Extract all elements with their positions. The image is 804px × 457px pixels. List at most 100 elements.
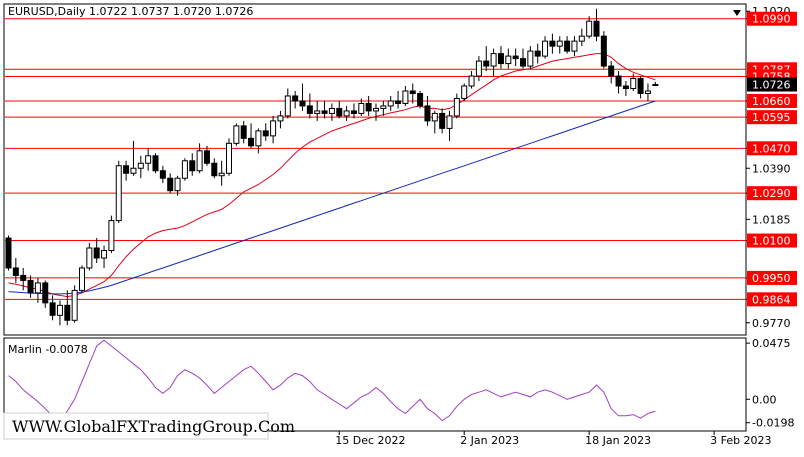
candle-body [5,237,12,269]
candle-body [328,107,335,114]
candle-body [644,90,651,94]
indicator-label: Marlin -0.0078 [8,343,88,356]
candle-body [226,142,232,174]
candle-body [277,115,284,122]
candle-body [145,155,152,164]
candle-body [505,55,512,65]
candle-body [373,107,379,112]
indicator-tick-label: 0.00 [752,393,777,406]
candle-body [475,60,482,77]
candle-body [123,165,130,174]
candle-body [49,302,56,316]
candle-body [520,58,526,67]
indicator-pane-frame [3,337,747,432]
candle-body [512,55,519,60]
horizontal-levels [5,18,746,300]
candle-body [578,35,585,42]
price-tick-label: 1.0390 [752,162,791,175]
time-tick-label: 2 Jan 2023 [460,434,519,447]
candle-body [534,50,541,57]
candle-body [314,110,321,114]
candle-body [292,95,299,102]
marlin-line [8,339,656,422]
level-price-tag-label: 1.0290 [752,187,791,200]
level-price-tag [747,11,797,26]
level-price-tag-label: 0.9864 [752,293,791,306]
candle-body [564,40,571,52]
candle-body [93,247,100,259]
candle-body [652,84,659,87]
candle-body [417,92,424,107]
candle-body [284,95,291,117]
candle-body [358,102,365,114]
marlin-indicator: 0.0475 0.00 -0.0198 [8,337,794,430]
level-price-tag [747,93,797,108]
candle-body [409,90,416,94]
candle-body [461,85,468,99]
candle-body [218,172,225,177]
price-tick-label: 1.0185 [752,213,791,226]
candle-body [453,97,460,117]
candle-body [181,160,188,179]
candle-body [152,155,159,172]
candle-body [34,282,41,294]
candle-body [20,274,27,281]
candle-body [299,100,306,107]
candle-body [439,112,446,129]
candle-body [446,115,453,129]
candle-body [108,220,115,252]
level-price-tag-label: 1.0470 [752,142,791,155]
candle-body [387,100,394,107]
candle-body [306,105,313,114]
candle-body [497,53,504,65]
candle-body [12,267,19,276]
symbol-header: EURUSD,Daily 1.0722 1.0737 1.0720 1.0726 [8,5,253,18]
candle-body [27,279,34,294]
indicator-tick-label: 0.0475 [752,337,791,350]
candle-body [483,60,490,67]
candlesticks [5,8,659,326]
candle-body [571,40,578,52]
candle-body [468,75,475,87]
candle-body [115,165,122,222]
candle-body [321,110,328,114]
ema-slow-line [8,100,656,295]
candle-body [159,170,166,179]
level-price-tag-label: 1.0990 [752,13,791,26]
candle-body [211,162,218,177]
candle-body [167,177,174,192]
candle-body [586,20,593,37]
candle-body [350,110,357,114]
main-pane-frame [3,3,747,336]
candle-body [130,167,137,174]
ema-fast-line [8,53,656,298]
candle-body [549,40,556,47]
candle-body [431,112,438,122]
watermark-text: WWW.GlobalFXTradingGroup.Com [12,417,295,436]
candle-body [189,160,196,172]
candle-body [395,100,402,104]
level-price-tag [747,110,797,125]
candle-body [137,162,144,169]
candle-body [86,247,93,269]
price-axis: 1.10201.09901.07581.06601.05951.04701.03… [746,5,797,330]
level-price-tag-label: 1.0595 [752,111,791,124]
level-price-tag [747,270,797,285]
level-price-tag-label: 1.0660 [752,95,791,108]
level-price-tag [747,292,797,307]
candle-body [527,50,534,67]
candle-body [593,20,600,37]
candle-body [542,40,549,57]
candle-body [637,78,644,94]
candle-body [622,85,629,89]
candle-body [380,105,387,109]
candle-body [196,150,203,172]
collapse-arrow-icon[interactable] [733,10,741,16]
watermark-box [3,412,269,440]
candle-body [615,75,622,87]
candle-body [336,107,343,117]
candle-body [490,53,497,67]
level-price-tag [747,233,797,248]
